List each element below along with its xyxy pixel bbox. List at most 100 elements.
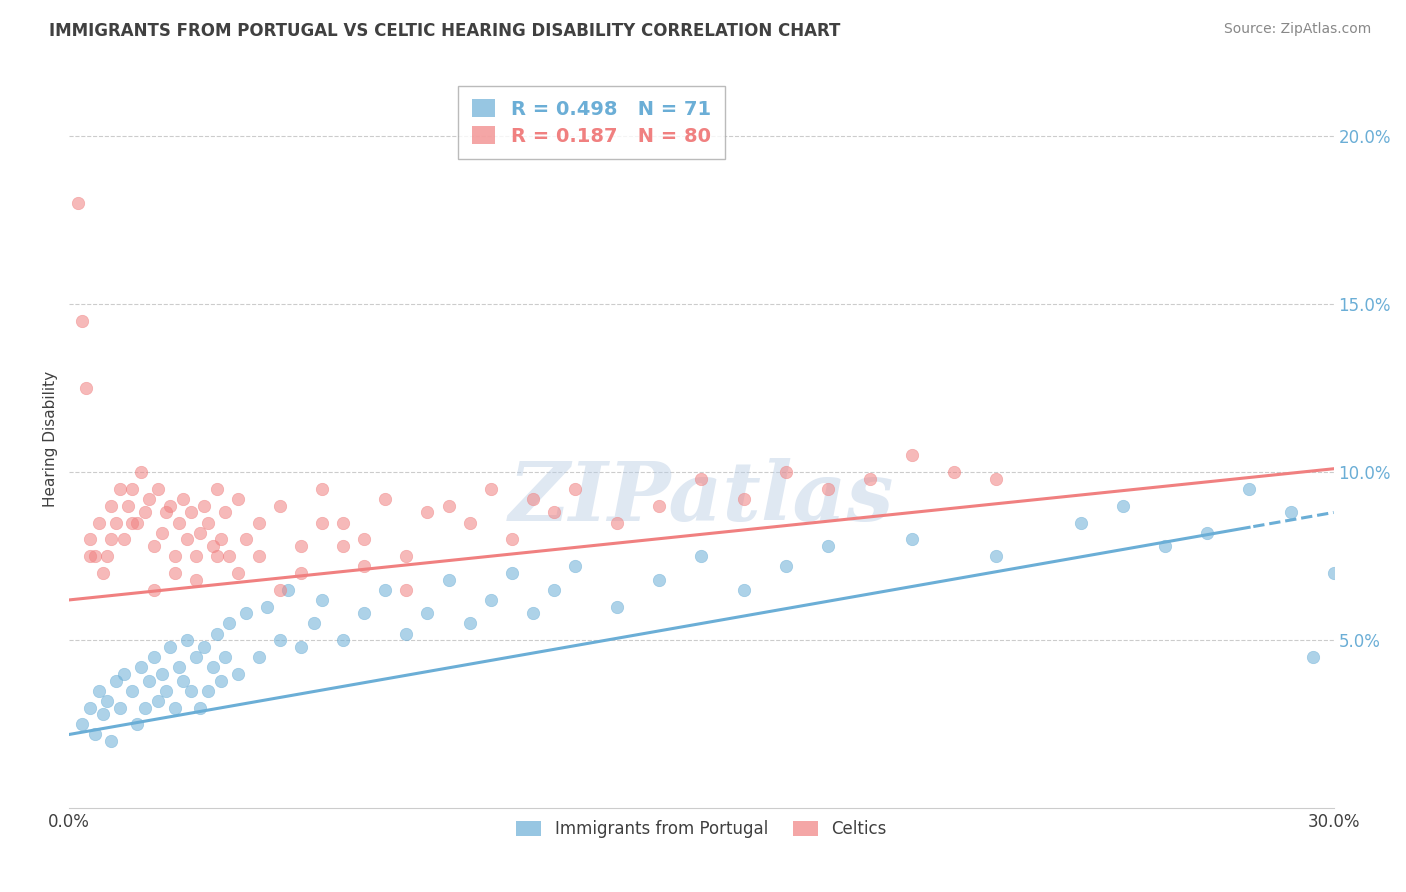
Point bbox=[134, 700, 156, 714]
Point bbox=[332, 516, 354, 530]
Point bbox=[188, 525, 211, 540]
Point bbox=[125, 717, 148, 731]
Point bbox=[79, 533, 101, 547]
Point bbox=[201, 539, 224, 553]
Point bbox=[817, 482, 839, 496]
Point bbox=[193, 640, 215, 654]
Point bbox=[79, 700, 101, 714]
Point bbox=[180, 683, 202, 698]
Point bbox=[416, 506, 439, 520]
Point bbox=[129, 465, 152, 479]
Point bbox=[374, 582, 396, 597]
Point bbox=[395, 549, 418, 564]
Point bbox=[690, 549, 713, 564]
Point bbox=[302, 616, 325, 631]
Point bbox=[96, 549, 118, 564]
Point bbox=[83, 727, 105, 741]
Point bbox=[501, 533, 523, 547]
Point bbox=[943, 465, 966, 479]
Point bbox=[100, 499, 122, 513]
Point bbox=[1281, 506, 1303, 520]
Point bbox=[108, 700, 131, 714]
Point bbox=[353, 607, 375, 621]
Point bbox=[96, 694, 118, 708]
Point bbox=[311, 593, 333, 607]
Point bbox=[522, 607, 544, 621]
Point bbox=[901, 533, 924, 547]
Point bbox=[214, 650, 236, 665]
Point bbox=[150, 525, 173, 540]
Legend: Immigrants from Portugal, Celtics: Immigrants from Portugal, Celtics bbox=[509, 814, 893, 845]
Point bbox=[1112, 499, 1135, 513]
Point bbox=[146, 694, 169, 708]
Point bbox=[458, 616, 481, 631]
Point bbox=[125, 516, 148, 530]
Point bbox=[395, 582, 418, 597]
Point bbox=[87, 516, 110, 530]
Point bbox=[146, 482, 169, 496]
Point bbox=[121, 683, 143, 698]
Point bbox=[138, 673, 160, 688]
Text: IMMIGRANTS FROM PORTUGAL VS CELTIC HEARING DISABILITY CORRELATION CHART: IMMIGRANTS FROM PORTUGAL VS CELTIC HEARI… bbox=[49, 22, 841, 40]
Point bbox=[226, 566, 249, 580]
Point bbox=[209, 673, 232, 688]
Text: Source: ZipAtlas.com: Source: ZipAtlas.com bbox=[1223, 22, 1371, 37]
Point bbox=[235, 533, 257, 547]
Point bbox=[290, 539, 312, 553]
Point bbox=[226, 491, 249, 506]
Point bbox=[606, 516, 628, 530]
Point bbox=[150, 667, 173, 681]
Point bbox=[83, 549, 105, 564]
Point bbox=[121, 516, 143, 530]
Point bbox=[159, 499, 181, 513]
Point bbox=[108, 482, 131, 496]
Point bbox=[395, 626, 418, 640]
Point bbox=[134, 506, 156, 520]
Point bbox=[163, 700, 186, 714]
Point bbox=[142, 650, 165, 665]
Point bbox=[247, 516, 270, 530]
Point bbox=[353, 559, 375, 574]
Point bbox=[437, 573, 460, 587]
Point bbox=[1323, 566, 1346, 580]
Point bbox=[104, 673, 127, 688]
Point bbox=[437, 499, 460, 513]
Point bbox=[986, 549, 1008, 564]
Point bbox=[197, 516, 219, 530]
Point bbox=[112, 533, 135, 547]
Point bbox=[155, 506, 177, 520]
Point bbox=[121, 482, 143, 496]
Point bbox=[205, 549, 228, 564]
Point bbox=[188, 700, 211, 714]
Point bbox=[269, 633, 291, 648]
Point bbox=[522, 491, 544, 506]
Point bbox=[129, 660, 152, 674]
Point bbox=[218, 549, 240, 564]
Point bbox=[269, 582, 291, 597]
Point bbox=[648, 573, 671, 587]
Point bbox=[1197, 525, 1219, 540]
Point bbox=[859, 472, 882, 486]
Point bbox=[163, 549, 186, 564]
Point bbox=[205, 482, 228, 496]
Point bbox=[172, 673, 194, 688]
Point bbox=[138, 491, 160, 506]
Point bbox=[543, 506, 565, 520]
Point bbox=[176, 533, 198, 547]
Point bbox=[290, 566, 312, 580]
Point bbox=[197, 683, 219, 698]
Point bbox=[648, 499, 671, 513]
Point bbox=[332, 539, 354, 553]
Point bbox=[235, 607, 257, 621]
Point bbox=[159, 640, 181, 654]
Point bbox=[79, 549, 101, 564]
Y-axis label: Hearing Disability: Hearing Disability bbox=[44, 370, 58, 507]
Point bbox=[180, 506, 202, 520]
Point bbox=[311, 516, 333, 530]
Text: ZIPatlas: ZIPatlas bbox=[509, 458, 894, 538]
Point bbox=[70, 314, 93, 328]
Point bbox=[247, 650, 270, 665]
Point bbox=[91, 566, 114, 580]
Point bbox=[479, 593, 502, 607]
Point bbox=[1302, 650, 1324, 665]
